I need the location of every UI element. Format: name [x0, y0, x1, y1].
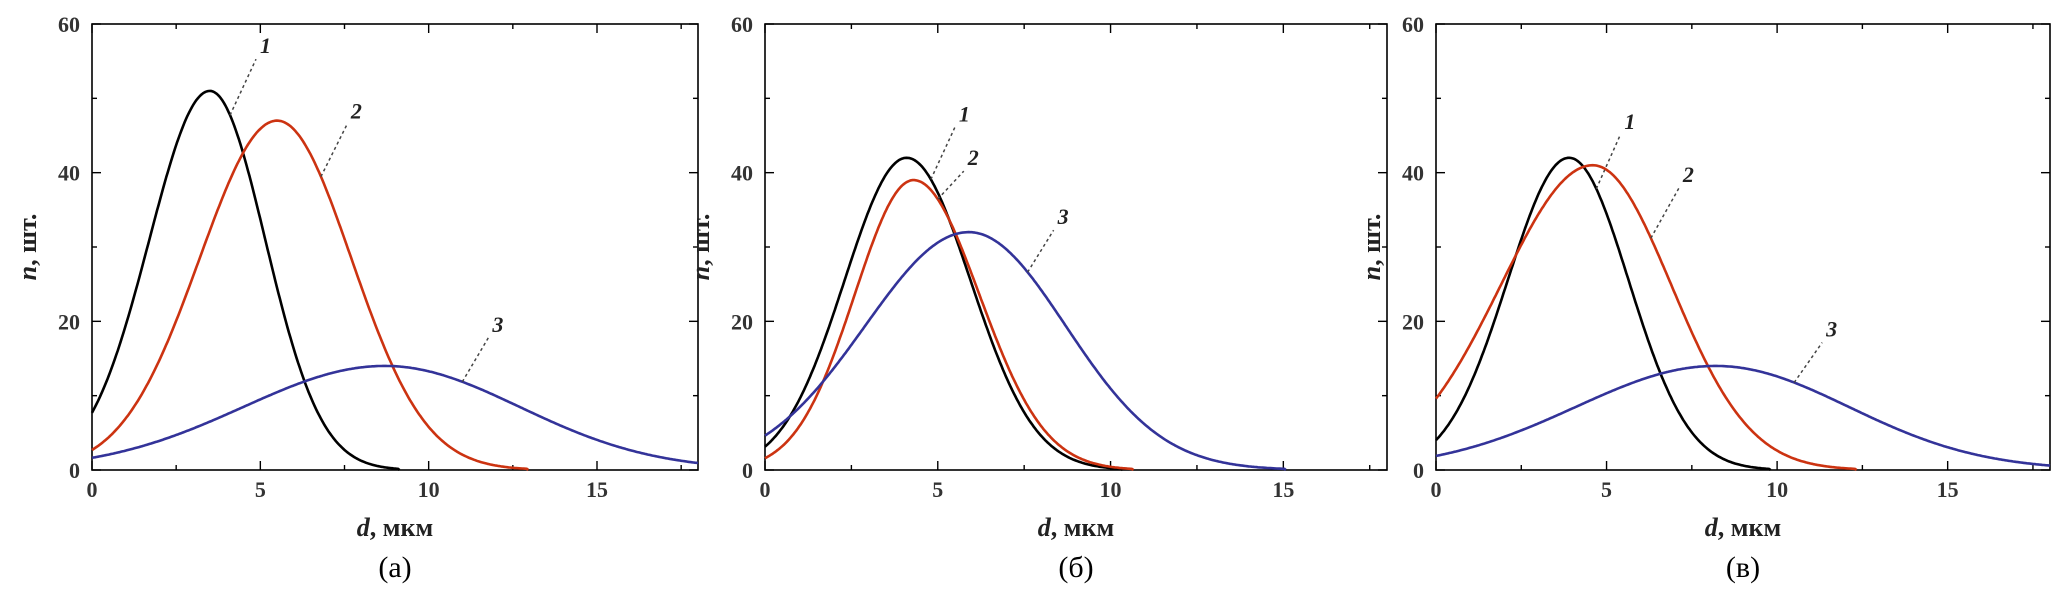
- series-1-line: [764, 156, 1124, 472]
- plot-frame: [764, 23, 1388, 471]
- series-2-leader: [1650, 187, 1680, 239]
- series-1-label: 1: [260, 33, 271, 58]
- series-2-line: [91, 119, 530, 472]
- x-axis-title: d, мкм: [1705, 513, 1781, 542]
- series-3-label: 3: [491, 312, 503, 337]
- x-tick-label: 5: [932, 477, 943, 502]
- x-tick-label: 5: [255, 477, 266, 502]
- y-axis-variable: n: [686, 266, 715, 280]
- x-axis-variable: d: [1705, 513, 1719, 542]
- y-tick-label: 0: [1413, 458, 1424, 483]
- y-axis-variable: n: [13, 266, 42, 280]
- series-3-leader: [461, 337, 489, 383]
- series-3-line: [764, 230, 1287, 472]
- series-1-line: [90, 89, 401, 472]
- y-tick-label: 20: [731, 309, 753, 334]
- y-axis-unit: , шт.: [686, 214, 715, 266]
- plot-frame: [1435, 23, 2051, 471]
- y-axis-title: n, шт.: [686, 214, 715, 281]
- chart-panel-3: 0 5 10 15 0 20 40 60 d, мкм n, шт. (в) 1 2 3: [1357, 12, 2051, 584]
- x-tick-label: 10: [1100, 477, 1122, 502]
- y-axis-title: n, шт.: [13, 214, 42, 281]
- x-axis-variable: d: [357, 513, 371, 542]
- x-axis-unit: , мкм: [1718, 513, 1781, 542]
- x-tick-label: 0: [87, 477, 98, 502]
- series-2-leader: [937, 170, 965, 200]
- series-1-label: 1: [1624, 109, 1635, 134]
- x-axis-unit: , мкм: [370, 513, 433, 542]
- x-axis-title: d, мкм: [1038, 513, 1114, 542]
- series-2-label: 2: [967, 145, 979, 170]
- x-tick-label: 15: [586, 477, 608, 502]
- y-tick-label: 20: [58, 309, 80, 334]
- series-2-line: [1434, 163, 1858, 472]
- x-axis-unit: , мкм: [1051, 513, 1114, 542]
- series-2-label: 2: [350, 99, 362, 124]
- series-2-line: [764, 178, 1135, 472]
- series-3-line: [91, 364, 699, 465]
- x-tick-label: 0: [760, 477, 771, 502]
- series-3-label: 3: [1057, 204, 1069, 229]
- x-tick-label: 0: [1431, 477, 1442, 502]
- y-tick-label: 0: [69, 458, 80, 483]
- y-axis-unit: , шт.: [13, 214, 42, 266]
- y-tick-label: 40: [731, 161, 753, 186]
- series-3-leader: [1026, 229, 1055, 273]
- panel-caption: (б): [1058, 551, 1093, 584]
- x-tick-label: 10: [418, 477, 440, 502]
- series-1-line: [1435, 156, 1772, 472]
- series-3-line: [1435, 364, 2051, 467]
- y-tick-label: 60: [731, 12, 753, 37]
- y-axis-unit: , шт.: [1357, 214, 1386, 266]
- series-2-label: 2: [1682, 162, 1694, 187]
- series-1-leader: [1595, 134, 1622, 190]
- y-axis-title: n, шт.: [1357, 214, 1386, 281]
- series-1-leader: [229, 58, 257, 116]
- panel-caption: (в): [1726, 551, 1760, 584]
- x-tick-label: 15: [1937, 477, 1959, 502]
- y-axis-variable: n: [1357, 266, 1386, 280]
- y-tick-label: 60: [58, 12, 80, 37]
- series-3-leader: [1793, 342, 1823, 383]
- chart-panel-1: 0 5 10 15 0 20 40 60 d, мкм n, шт. (а) 1 2 3: [13, 12, 699, 584]
- x-axis-title: d, мкм: [357, 513, 433, 542]
- series-3-label: 3: [1825, 317, 1837, 342]
- y-tick-label: 60: [1402, 12, 1424, 37]
- x-tick-label: 15: [1272, 477, 1294, 502]
- y-tick-label: 0: [742, 458, 753, 483]
- y-tick-label: 20: [1402, 309, 1424, 334]
- series-1-label: 1: [959, 101, 970, 126]
- y-tick-label: 40: [1402, 161, 1424, 186]
- x-axis-variable: d: [1038, 513, 1052, 542]
- panel-caption: (а): [378, 551, 411, 584]
- x-tick-label: 10: [1766, 477, 1788, 502]
- y-tick-label: 40: [58, 161, 80, 186]
- series-1-leader: [930, 127, 956, 180]
- series-2-leader: [320, 124, 348, 177]
- plot-frame: [91, 23, 699, 471]
- x-tick-label: 5: [1601, 477, 1612, 502]
